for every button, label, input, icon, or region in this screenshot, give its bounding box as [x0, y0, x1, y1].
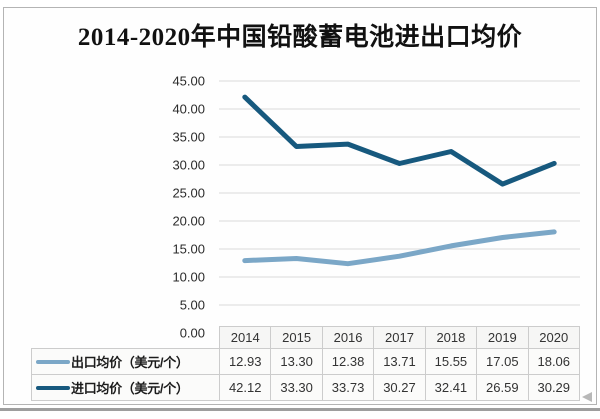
y-axis-tick-label: 5.00	[141, 298, 205, 313]
import-value-cell: 30.29	[528, 375, 579, 401]
y-axis-tick-label: 15.00	[141, 242, 205, 257]
blank-cell	[32, 327, 220, 349]
y-axis-tick-label: 30.00	[141, 158, 205, 173]
year-cell: 2020	[528, 327, 579, 349]
y-axis-tick-label: 45.00	[141, 74, 205, 89]
export-value-cell: 15.55	[425, 349, 476, 375]
export-value-cell: 18.06	[528, 349, 579, 375]
import-series-row: 进口均价（美元/个） 42.12 33.30 33.73 30.27 32.41…	[32, 375, 580, 401]
export-series-row: 出口均价（美元/个） 12.93 13.30 12.38 13.71 15.55…	[32, 349, 580, 375]
year-cell: 2016	[322, 327, 373, 349]
y-axis-tick-label: 20.00	[141, 214, 205, 229]
y-axis-tick-label: 40.00	[141, 102, 205, 117]
y-axis-tick-label: 10.00	[141, 270, 205, 285]
export-value-cell: 12.93	[220, 349, 271, 375]
export-value-cell: 12.38	[322, 349, 373, 375]
year-cell: 2014	[220, 327, 271, 349]
year-cell: 2018	[425, 327, 476, 349]
import-value-cell: 42.12	[220, 375, 271, 401]
year-header-row: 2014 2015 2016 2017 2018 2019 2020	[32, 327, 580, 349]
import-value-cell: 30.27	[374, 375, 425, 401]
export-value-cell: 13.30	[271, 349, 322, 375]
import-line-legend-marker-icon	[36, 386, 70, 390]
export-price-line	[245, 232, 554, 264]
y-axis-tick-label: 25.00	[141, 186, 205, 201]
year-cell: 2019	[477, 327, 528, 349]
cursor-artifact-icon	[582, 392, 592, 402]
export-series-label: 出口均价（美元/个）	[71, 352, 189, 371]
legend-cell-export: 出口均价（美元/个）	[32, 349, 220, 375]
import-value-cell: 33.73	[322, 375, 373, 401]
data-table: 2014 2015 2016 2017 2018 2019 2020 出口均价（…	[31, 326, 580, 401]
export-value-cell: 17.05	[477, 349, 528, 375]
year-cell: 2017	[374, 327, 425, 349]
legend-cell-import: 进口均价（美元/个）	[32, 375, 220, 401]
import-value-cell: 33.30	[271, 375, 322, 401]
import-value-cell: 32.41	[425, 375, 476, 401]
export-value-cell: 13.71	[374, 349, 425, 375]
import-series-label: 进口均价（美元/个）	[71, 378, 189, 397]
import-price-line	[245, 97, 554, 184]
import-value-cell: 26.59	[477, 375, 528, 401]
export-line-legend-marker-icon	[36, 360, 70, 364]
year-cell: 2015	[271, 327, 322, 349]
y-axis-tick-label: 35.00	[141, 130, 205, 145]
